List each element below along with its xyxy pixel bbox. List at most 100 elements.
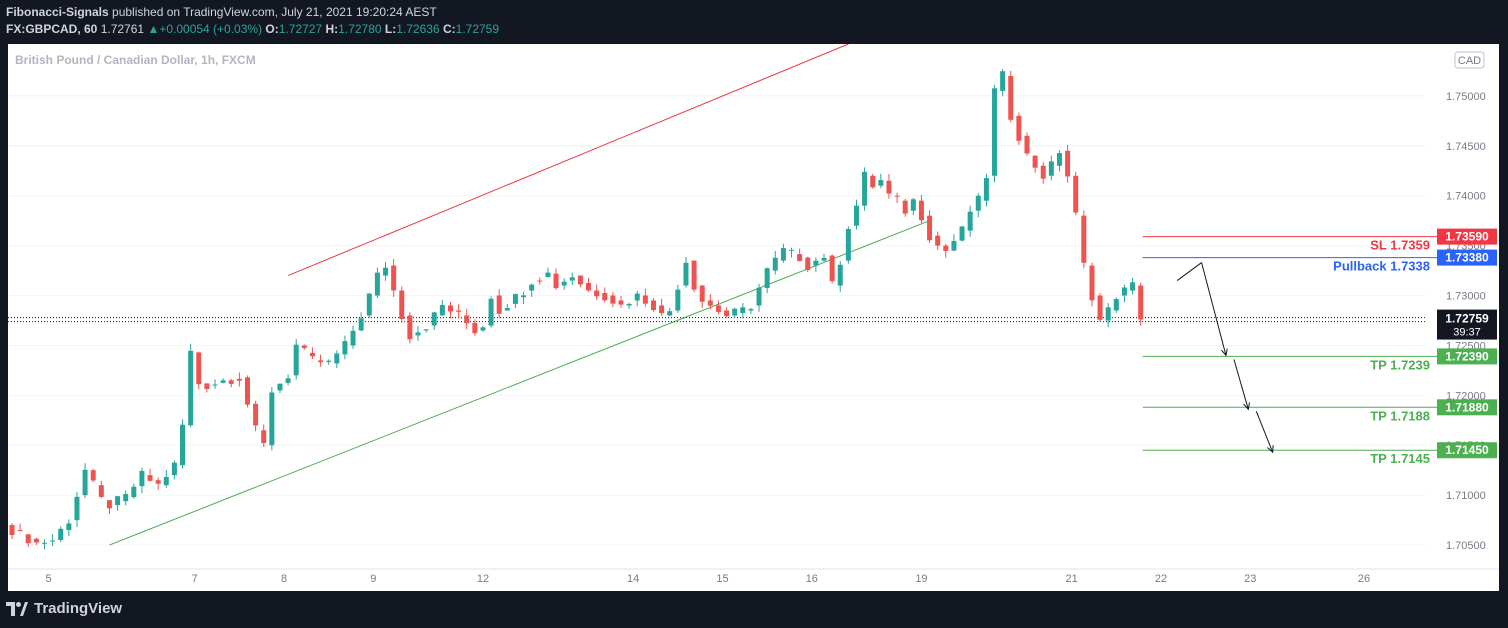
candle-body [797, 254, 803, 262]
candle-body [537, 280, 543, 282]
candle [959, 225, 965, 242]
candle [293, 338, 299, 380]
candle [439, 300, 445, 316]
candle [228, 378, 234, 388]
candle [326, 359, 332, 365]
time-tick-label: 7 [192, 573, 198, 585]
candle [456, 304, 462, 319]
trend-channel [109, 44, 930, 546]
chart-area[interactable]: SL 1.7359 Pullback 1.7338 TP 1.7239 TP 1.71… [8, 44, 1499, 591]
candle [1048, 155, 1054, 181]
candle-body [123, 493, 129, 502]
candle [1032, 155, 1038, 173]
candle-body [699, 285, 705, 302]
candle-body [764, 268, 770, 289]
candle-body [399, 290, 405, 320]
price-chart[interactable]: SL 1.7359 Pullback 1.7338 TP 1.7239 TP 1.71… [8, 44, 1499, 591]
currency-badge-box[interactable] [1454, 51, 1485, 69]
candle-body [772, 257, 778, 271]
candle [821, 253, 827, 262]
candle-body [910, 199, 916, 211]
candle-body [139, 470, 145, 487]
high-value: 1.72780 [338, 22, 382, 36]
candle [480, 325, 486, 332]
candle-body [293, 344, 299, 376]
price-badge [1437, 249, 1497, 266]
price-badge [1437, 228, 1497, 245]
channel-lower-line[interactable] [109, 220, 930, 546]
candle-body [780, 248, 786, 261]
low-value: 1.72636 [396, 22, 440, 36]
publish-info: published on TradingView.com, July 21, 2… [112, 5, 437, 19]
candle-body [326, 360, 332, 362]
candle-body [244, 377, 250, 405]
candle-body [805, 257, 811, 271]
candle-body [927, 215, 933, 241]
candle [715, 300, 721, 315]
time-tick-label: 15 [716, 573, 728, 585]
countdown-text: 39:37 [1453, 327, 1481, 339]
path-segment [1176, 262, 1202, 281]
candle [618, 296, 624, 309]
candle [423, 329, 429, 333]
candle [1138, 282, 1144, 326]
candle [626, 302, 632, 309]
candle-body [878, 180, 884, 186]
candle-body [228, 380, 234, 384]
ohlc-line: FX:GBPCAD, 60 1.72761 ▲+0.00054 (+0.03%)… [6, 22, 499, 36]
time-tick-label: 26 [1358, 573, 1370, 585]
candle-body [992, 88, 998, 176]
candle-body [212, 384, 218, 386]
candle-body [41, 542, 47, 544]
candle-body [309, 352, 315, 357]
candle-body [480, 327, 486, 331]
level-label: TP 1.7239 [1370, 357, 1430, 372]
candle-body [366, 293, 372, 316]
candle [537, 277, 543, 285]
price-badge-text: 1.73380 [1445, 251, 1489, 265]
close-value: 1.72759 [455, 22, 500, 36]
candle [1081, 210, 1087, 269]
candle-body [236, 378, 242, 381]
candle-body [155, 480, 161, 484]
candle-body [269, 392, 275, 446]
time-tick-label: 22 [1155, 573, 1167, 585]
arrow-head-icon [1243, 402, 1250, 411]
up-arrow-icon: ▲ [147, 22, 160, 36]
candle [691, 260, 697, 293]
candle [521, 291, 527, 304]
price-badge [1437, 399, 1497, 416]
arrow-head-icon [1267, 445, 1274, 454]
candle [512, 293, 518, 309]
candle [992, 84, 998, 183]
channel-upper-line[interactable] [287, 44, 849, 277]
candle [569, 272, 575, 285]
candle-body [553, 273, 559, 289]
time-tick-label: 23 [1244, 573, 1256, 585]
candle [106, 499, 112, 515]
candle [366, 292, 372, 318]
candle-body [1024, 135, 1030, 154]
candle-body [943, 245, 949, 252]
candle-body [586, 283, 592, 291]
candle [318, 354, 324, 367]
candle-body [1081, 215, 1087, 263]
candle [642, 288, 648, 307]
candle-body [967, 211, 973, 231]
candle-body [439, 304, 445, 316]
candle-body [1105, 307, 1111, 321]
candle-body [561, 281, 567, 286]
candle [553, 268, 559, 290]
candle [1113, 297, 1119, 313]
candle-body [1040, 165, 1046, 179]
candle [244, 375, 250, 408]
candle-body [431, 312, 437, 326]
path-segment [1201, 262, 1227, 356]
candle [1105, 303, 1111, 328]
candle [870, 173, 876, 189]
candle-body [618, 300, 624, 305]
candle-body [512, 294, 518, 304]
tradingview-footer: TradingView [6, 600, 122, 617]
time-tick-label: 12 [477, 573, 489, 585]
price-tick-label: 1.74000 [1446, 191, 1486, 203]
